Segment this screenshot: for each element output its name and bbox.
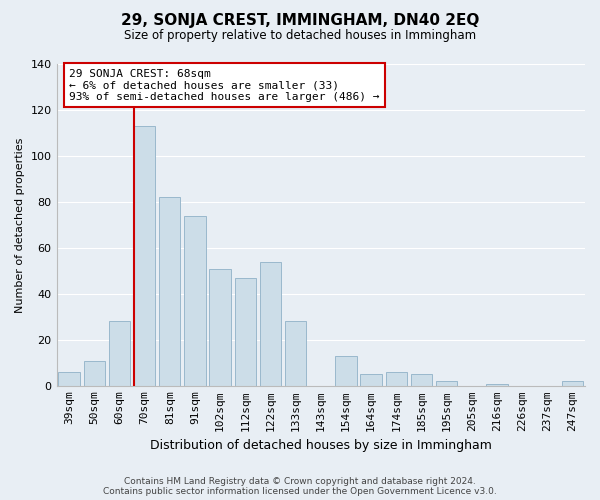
Bar [562, 381, 583, 386]
Bar [436, 381, 457, 386]
Text: 29, SONJA CREST, IMMINGHAM, DN40 2EQ: 29, SONJA CREST, IMMINGHAM, DN40 2EQ [121, 12, 479, 28]
Bar [486, 384, 508, 386]
Bar [58, 372, 80, 386]
Bar [83, 360, 105, 386]
Y-axis label: Number of detached properties: Number of detached properties [15, 137, 25, 312]
Text: 29 SONJA CREST: 68sqm
← 6% of detached houses are smaller (33)
93% of semi-detac: 29 SONJA CREST: 68sqm ← 6% of detached h… [70, 68, 380, 102]
Text: Size of property relative to detached houses in Immingham: Size of property relative to detached ho… [124, 29, 476, 42]
Bar [285, 322, 307, 386]
Bar [159, 198, 181, 386]
Text: Contains HM Land Registry data © Crown copyright and database right 2024.
Contai: Contains HM Land Registry data © Crown c… [103, 476, 497, 496]
Bar [361, 374, 382, 386]
Bar [335, 356, 356, 386]
Bar [235, 278, 256, 386]
Bar [209, 268, 231, 386]
Bar [260, 262, 281, 386]
Bar [184, 216, 206, 386]
Bar [386, 372, 407, 386]
Bar [411, 374, 432, 386]
X-axis label: Distribution of detached houses by size in Immingham: Distribution of detached houses by size … [150, 440, 492, 452]
Bar [109, 322, 130, 386]
Bar [134, 126, 155, 386]
